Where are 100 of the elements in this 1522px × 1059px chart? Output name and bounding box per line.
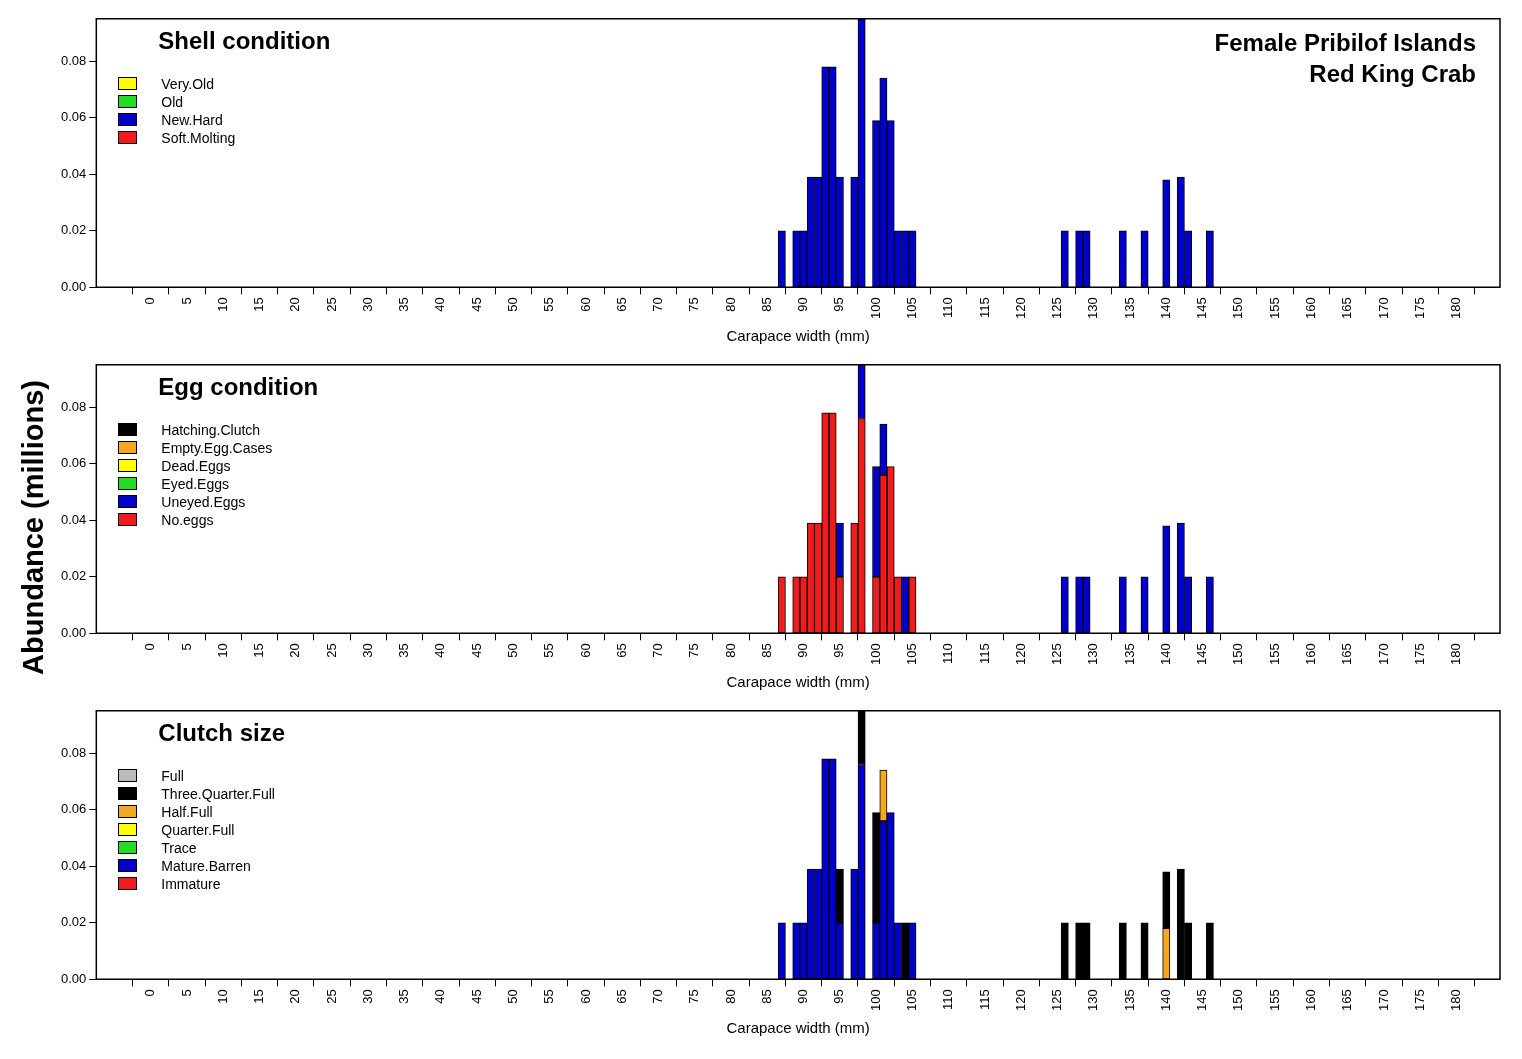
x-tick-label: 155	[1266, 297, 1282, 320]
legend-label: Dead.Eggs	[161, 457, 231, 474]
x-tick-label: 90	[795, 643, 811, 658]
x-tick-label: 55	[541, 297, 557, 312]
x-tick-label: 120	[1012, 643, 1028, 666]
x-tick-label: 115	[976, 989, 992, 1011]
x-tick-label: 180	[1448, 643, 1464, 666]
x-tick-label: 10	[214, 989, 230, 1004]
x-tick-label: 30	[359, 297, 375, 312]
legend-label: Full	[161, 767, 184, 784]
x-tick-label: 80	[722, 989, 738, 1004]
y-tick-label: 0.00	[60, 970, 87, 986]
legend-label: Immature	[161, 875, 221, 892]
x-tick-label: 155	[1266, 643, 1282, 666]
x-tick-label: 10	[214, 297, 230, 312]
x-tick-label: 115	[976, 297, 992, 319]
x-tick-label: 135	[1121, 643, 1137, 666]
legend-label: Eyed.Eggs	[161, 475, 230, 492]
legend-label: Uneyed.Eggs	[161, 493, 246, 510]
x-tick-label: 5	[178, 297, 194, 305]
legend-label: Old	[161, 93, 184, 110]
x-tick-label: 130	[1085, 643, 1101, 666]
y-tick-label: 0.08	[60, 398, 87, 414]
x-tick-label: 145	[1194, 297, 1210, 320]
legend-label: Hatching.Clutch	[161, 421, 261, 438]
x-tick-label: 90	[795, 989, 811, 1004]
x-tick-label: 170	[1375, 297, 1391, 320]
x-tick-label: 150	[1230, 989, 1246, 1012]
x-tick-label: 35	[396, 643, 412, 658]
x-tick-label: 100	[867, 643, 883, 666]
x-tick-label: 110	[940, 297, 956, 319]
x-tick-label: 160	[1302, 297, 1318, 320]
x-tick-label: 20	[287, 297, 303, 312]
x-tick-label: 60	[577, 297, 593, 312]
x-tick-label: 160	[1302, 989, 1318, 1012]
legend-label: Half.Full	[161, 803, 213, 820]
x-tick-label: 30	[359, 989, 375, 1004]
x-axis-title: Carapace width (mm)	[726, 327, 870, 345]
x-tick-label: 120	[1012, 989, 1028, 1012]
annotation: Female Pribilof Islands Red King Crab	[1214, 27, 1476, 89]
x-tick-label: 0	[142, 643, 158, 651]
x-tick-label: 125	[1049, 297, 1065, 320]
y-tick-label: 0.08	[60, 744, 87, 760]
chart-title: Clutch size	[158, 718, 285, 747]
x-tick-label: 150	[1230, 643, 1246, 666]
y-tick-label: 0.06	[60, 801, 87, 817]
x-tick-label: 55	[541, 643, 557, 658]
x-tick-label: 80	[722, 297, 738, 312]
y-tick-label: 0.02	[60, 222, 87, 238]
x-tick-label: 180	[1448, 989, 1464, 1012]
x-tick-label: 140	[1157, 989, 1173, 1012]
x-tick-label: 120	[1012, 297, 1028, 320]
x-tick-label: 125	[1049, 989, 1065, 1012]
x-tick-label: 0	[142, 297, 158, 305]
y-tick-label: 0.04	[60, 857, 87, 873]
y-tick-label: 0.06	[60, 455, 87, 471]
x-tick-label: 165	[1339, 989, 1355, 1012]
x-tick-label: 65	[613, 297, 629, 312]
x-tick-label: 45	[468, 643, 484, 658]
y-tick-label: 0.00	[60, 278, 87, 294]
x-axis-title: Carapace width (mm)	[726, 1019, 870, 1037]
x-tick-label: 40	[432, 989, 448, 1004]
x-tick-label: 85	[758, 297, 774, 312]
y-tick-label: 0.04	[60, 165, 87, 181]
x-tick-label: 115	[976, 643, 992, 665]
x-tick-label: 75	[686, 989, 702, 1004]
x-tick-label: 65	[613, 989, 629, 1004]
x-tick-label: 95	[831, 989, 847, 1004]
legend-label: Very.Old	[161, 75, 214, 92]
x-tick-label: 20	[287, 989, 303, 1004]
x-tick-label: 20	[287, 643, 303, 658]
x-tick-label: 40	[432, 643, 448, 658]
x-tick-label: 170	[1375, 989, 1391, 1012]
x-tick-label: 45	[468, 297, 484, 312]
x-tick-label: 85	[758, 989, 774, 1004]
x-tick-label: 85	[758, 643, 774, 658]
x-tick-label: 140	[1157, 297, 1173, 320]
x-tick-label: 140	[1157, 643, 1173, 666]
x-axis-title: Carapace width (mm)	[726, 673, 870, 691]
x-tick-label: 5	[178, 989, 194, 997]
x-tick-label: 35	[396, 989, 412, 1004]
x-tick-label: 70	[650, 643, 666, 658]
x-tick-label: 110	[940, 989, 956, 1011]
x-tick-label: 50	[505, 297, 520, 312]
y-tick-label: 0.08	[60, 52, 87, 68]
x-tick-label: 70	[650, 989, 666, 1004]
x-tick-label: 100	[867, 989, 883, 1012]
y-tick-label: 0.02	[60, 568, 87, 584]
x-tick-label: 40	[432, 297, 448, 312]
x-tick-label: 80	[722, 643, 738, 658]
x-tick-label: 25	[323, 297, 339, 312]
x-tick-label: 15	[251, 989, 267, 1004]
legend-label: Mature.Barren	[161, 857, 251, 874]
x-tick-label: 35	[396, 297, 412, 312]
x-tick-label: 50	[505, 989, 520, 1004]
x-tick-label: 75	[686, 643, 702, 658]
x-tick-label: 180	[1448, 297, 1464, 320]
x-tick-label: 5	[178, 643, 194, 651]
x-tick-label: 60	[577, 643, 593, 658]
x-tick-label: 50	[505, 643, 520, 658]
